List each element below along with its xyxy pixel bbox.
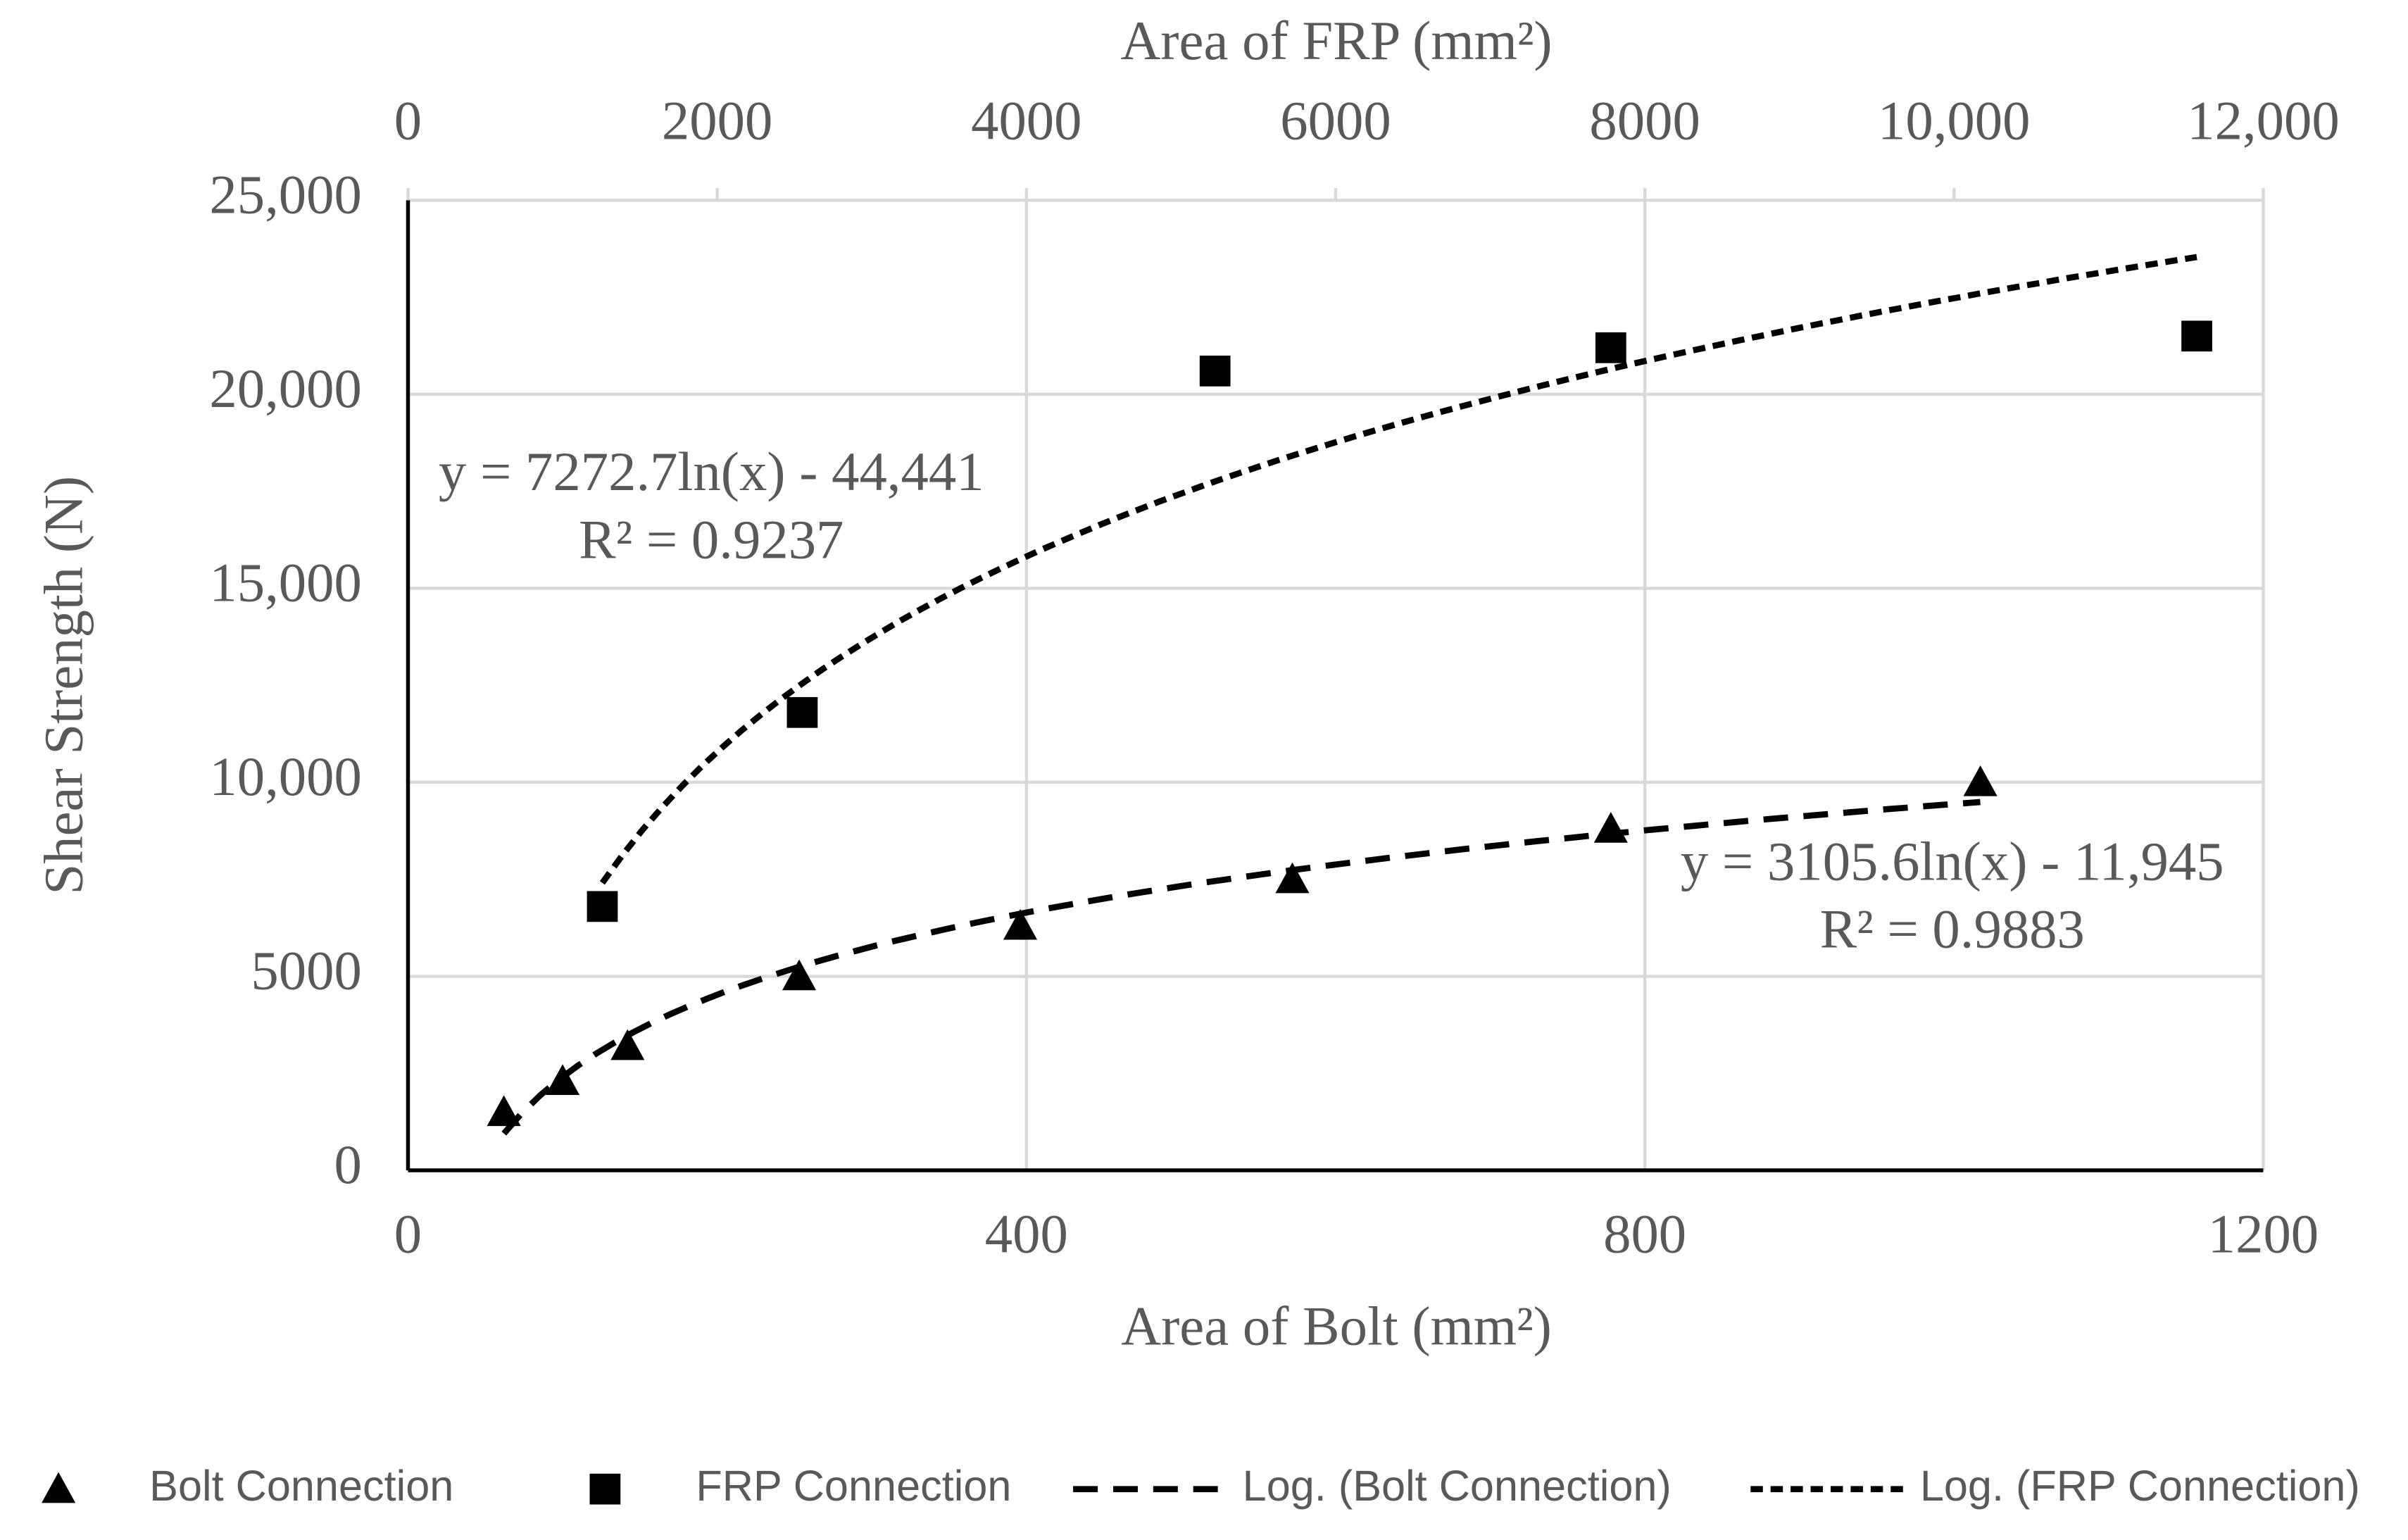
marker-triangle <box>782 959 817 991</box>
marker-square <box>1199 356 1231 387</box>
y-tick-label: 0 <box>334 1134 362 1196</box>
trendline-r2: R² = 0.9237 <box>579 509 844 570</box>
marker-square <box>786 696 818 728</box>
marker-triangle <box>42 1472 76 1503</box>
x2-tick-label: 4000 <box>971 91 1081 152</box>
x2-tick-label: 0 <box>394 91 422 152</box>
x-axis-title: Area of Bolt (mm²) <box>1121 1296 1552 1358</box>
x-tick-label: 0 <box>394 1204 422 1265</box>
y-tick-label: 10,000 <box>209 746 361 808</box>
x2-tick-label: 2000 <box>662 91 772 152</box>
x2-axis-title: Area of FRP (mm²) <box>1120 11 1552 72</box>
legend-label: Log. (Bolt Connection) <box>1243 1462 1672 1510</box>
marker-triangle <box>1003 908 1038 940</box>
x2-tick-label: 10,000 <box>1878 91 2030 152</box>
y-tick-label: 15,000 <box>209 553 361 614</box>
x-tick-label: 400 <box>985 1204 1068 1265</box>
x2-tick-label: 8000 <box>1589 91 1700 152</box>
legend-label: FRP Connection <box>696 1462 1011 1510</box>
marker-triangle <box>1593 812 1628 843</box>
marker-square <box>587 891 618 922</box>
legend-label: Log. (FRP Connection) <box>1920 1462 2360 1510</box>
trendline-r2: R² = 0.9883 <box>1820 899 2085 960</box>
marker-triangle <box>1275 862 1310 894</box>
marker-triangle <box>487 1095 521 1127</box>
marker-triangle <box>610 1029 645 1060</box>
marker-square <box>589 1473 621 1505</box>
trendline <box>501 799 1981 1136</box>
trendline-equation: y = 3105.6ln(x) - 11,945 <box>1681 831 2224 892</box>
y-tick-label: 25,000 <box>209 164 361 225</box>
trendline-equation: y = 7272.7ln(x) - 44,441 <box>439 442 984 503</box>
x2-tick-label: 12,000 <box>2187 91 2339 152</box>
marker-square <box>1595 332 1626 363</box>
y-axis-title: Shear Strength (N) <box>33 476 94 895</box>
trendline <box>599 253 2197 885</box>
y-tick-label: 20,000 <box>209 358 361 420</box>
x-tick-label: 1200 <box>2208 1204 2319 1265</box>
marker-square <box>2181 320 2212 352</box>
y-tick-label: 5000 <box>251 941 361 1002</box>
marker-triangle <box>546 1064 580 1095</box>
legend-label: Bolt Connection <box>149 1462 453 1510</box>
marker-triangle <box>1963 765 1998 796</box>
x2-tick-label: 6000 <box>1280 91 1391 152</box>
x-tick-label: 800 <box>1603 1204 1686 1265</box>
